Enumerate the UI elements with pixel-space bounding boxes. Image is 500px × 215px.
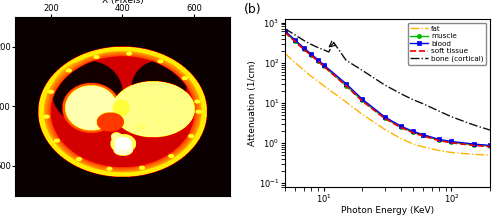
Line: blood: blood [283, 29, 492, 147]
soft tissue [420, 135, 426, 137]
blood [343, 82, 349, 85]
muscle [420, 134, 426, 137]
muscle [398, 126, 404, 128]
Legend: fat, muscle, blood, soft tissue, bone (cortical): fat, muscle, blood, soft tissue, bone (c… [408, 23, 486, 64]
fat [471, 153, 477, 156]
blood [471, 143, 477, 145]
blood [398, 125, 404, 127]
muscle [471, 144, 477, 146]
blood [314, 58, 320, 61]
fat [436, 149, 442, 152]
soft tissue [282, 31, 288, 34]
blood [410, 130, 416, 133]
soft tissue [448, 141, 454, 144]
Y-axis label: Attenuation (1/cm): Attenuation (1/cm) [248, 60, 258, 146]
soft tissue [487, 145, 493, 148]
muscle [448, 141, 454, 144]
fat [343, 101, 349, 103]
blood [320, 63, 326, 66]
soft tissue [343, 84, 349, 87]
muscle [410, 131, 416, 134]
fat [410, 143, 416, 145]
bone (cortical) [448, 115, 454, 118]
soft tissue [314, 60, 320, 62]
bone (cortical) [436, 110, 442, 112]
fat [382, 128, 388, 131]
blood [359, 98, 365, 100]
Text: (b): (b) [244, 3, 262, 16]
fat [314, 80, 320, 82]
X-axis label: Photon Energy (KeV): Photon Energy (KeV) [341, 206, 434, 215]
muscle [300, 48, 306, 50]
bone (cortical) [314, 46, 320, 49]
soft tissue [359, 100, 365, 102]
blood [436, 138, 442, 141]
bone (cortical) [308, 43, 314, 46]
blood [448, 140, 454, 143]
bone (cortical) [410, 98, 416, 101]
fat [282, 52, 288, 55]
soft tissue [292, 40, 298, 43]
blood [420, 133, 426, 136]
fat [448, 151, 454, 154]
muscle [320, 65, 326, 67]
muscle [487, 145, 493, 147]
bone (cortical) [292, 34, 298, 36]
blood [308, 53, 314, 55]
blood [292, 39, 298, 41]
Line: muscle: muscle [283, 30, 492, 148]
muscle [343, 84, 349, 87]
muscle [282, 31, 288, 33]
bone (cortical) [398, 92, 404, 95]
soft tissue [300, 48, 306, 51]
bone (cortical) [282, 28, 288, 30]
bone (cortical) [343, 59, 349, 61]
blood [487, 144, 493, 147]
bone (cortical) [487, 129, 493, 131]
Line: bone (cortical): bone (cortical) [285, 29, 490, 130]
bone (cortical) [330, 41, 336, 44]
soft tissue [398, 126, 404, 129]
fat [292, 61, 298, 64]
X-axis label: X (Pixels): X (Pixels) [102, 0, 143, 5]
fat [420, 146, 426, 148]
muscle [359, 99, 365, 102]
fat [359, 113, 365, 115]
bone (cortical) [300, 39, 306, 42]
bone (cortical) [471, 124, 477, 126]
muscle [382, 117, 388, 119]
soft tissue [436, 139, 442, 142]
soft tissue [410, 131, 416, 134]
Line: soft tissue: soft tissue [285, 32, 490, 147]
soft tissue [320, 65, 326, 68]
bone (cortical) [326, 51, 332, 53]
Line: fat: fat [285, 54, 490, 155]
fat [398, 137, 404, 140]
blood [300, 46, 306, 49]
bone (cortical) [420, 103, 426, 105]
blood [382, 115, 388, 118]
fat [320, 84, 326, 87]
bone (cortical) [359, 69, 365, 72]
bone (cortical) [382, 84, 388, 86]
muscle [436, 139, 442, 141]
soft tissue [471, 144, 477, 147]
fat [487, 154, 493, 156]
soft tissue [382, 117, 388, 120]
fat [308, 75, 314, 78]
soft tissue [308, 54, 314, 57]
muscle [314, 59, 320, 62]
blood [282, 30, 288, 32]
bone (cortical) [320, 48, 326, 51]
fat [300, 69, 306, 71]
muscle [308, 54, 314, 56]
muscle [292, 40, 298, 43]
